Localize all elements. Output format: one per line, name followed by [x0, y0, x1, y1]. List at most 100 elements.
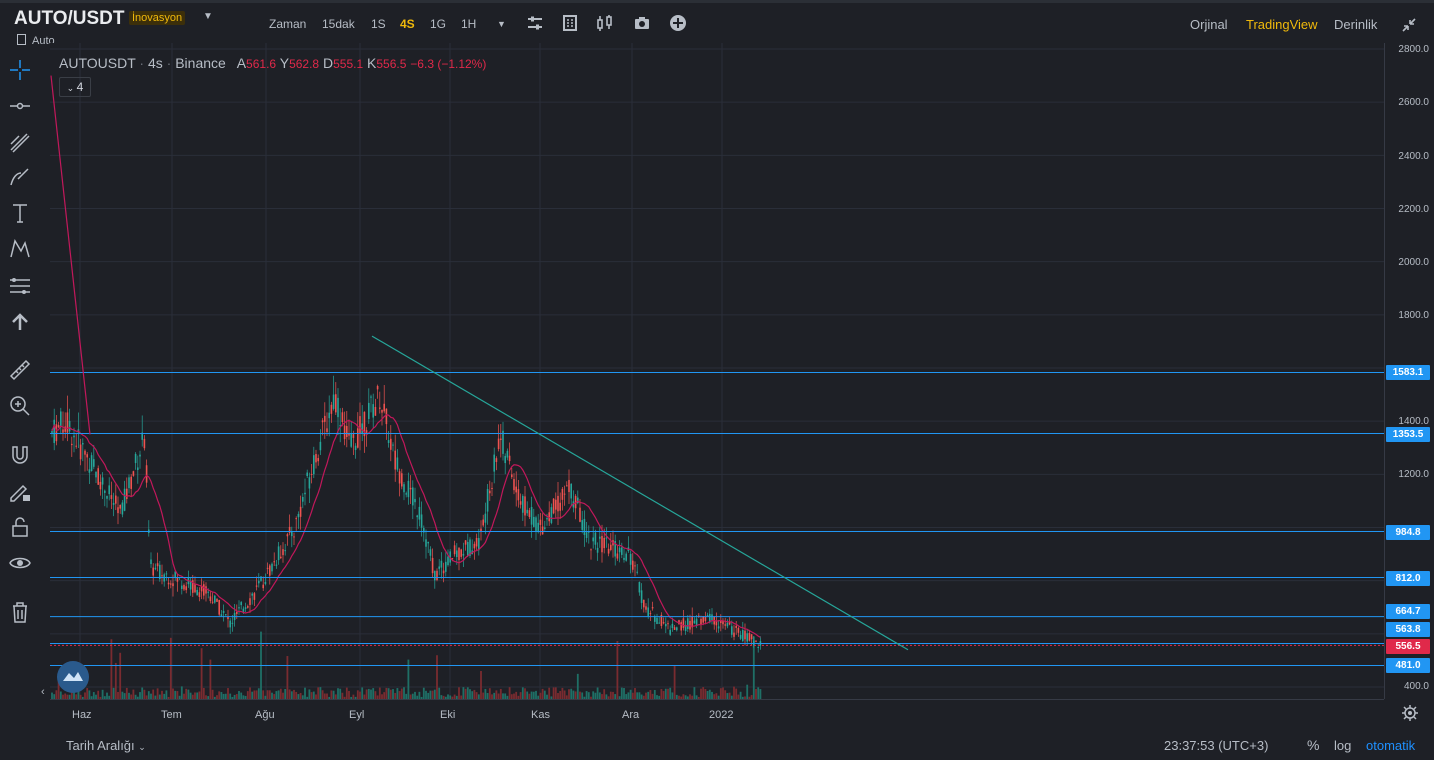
candle-body: [632, 560, 634, 570]
gear-icon[interactable]: [1401, 704, 1419, 722]
pair-title[interactable]: AUTO/USDT: [14, 8, 125, 29]
candle-body: [231, 622, 234, 624]
candle-body: [669, 629, 671, 635]
candle-body: [277, 546, 280, 561]
chevron-down-icon[interactable]: ▼: [203, 11, 213, 22]
volume-bar: [392, 689, 394, 699]
price-chart[interactable]: [50, 43, 1384, 699]
candle-body: [658, 622, 660, 624]
eye-icon[interactable]: [8, 551, 32, 575]
tab-tradingview[interactable]: TradingView: [1246, 17, 1318, 32]
candle-body: [363, 411, 366, 437]
volume-bar: [722, 687, 724, 699]
tab-orjinal[interactable]: Orjinal: [1190, 17, 1228, 32]
add-icon[interactable]: [669, 14, 687, 32]
timeframe-1s[interactable]: 1S: [371, 17, 386, 31]
time-tick: Kas: [531, 709, 550, 721]
volume-bar: [211, 689, 214, 699]
arrow-up-icon[interactable]: [8, 310, 32, 334]
candle-body: [282, 549, 284, 556]
moving-average-early: [50, 75, 91, 435]
price-tick: 1400.0: [1398, 416, 1429, 427]
camera-icon[interactable]: [633, 14, 651, 32]
crosshair-icon[interactable]: [8, 58, 32, 82]
time-axis[interactable]: Haz Tem Ağu Eyl Eki Kas Ara 2022: [50, 699, 1384, 730]
candle-body: [491, 487, 493, 489]
volume-bar: [112, 687, 115, 699]
indicators-icon[interactable]: [596, 14, 614, 32]
candle-body: [691, 616, 693, 628]
volume-bar: [671, 692, 674, 699]
text-icon[interactable]: [8, 201, 32, 225]
volume-bar: [213, 696, 216, 699]
candle-body: [682, 618, 685, 628]
volume-bar: [198, 691, 201, 699]
timeframe-1h[interactable]: 1H: [461, 17, 477, 31]
candle-body: [354, 445, 357, 451]
candle-body: [249, 598, 251, 605]
indicator-count: 4: [76, 80, 84, 94]
date-range-button[interactable]: Tarih Aralığı ⌄: [66, 738, 146, 753]
volume-bar: [532, 691, 535, 699]
volume-bar: [407, 659, 410, 699]
timeframe-1g[interactable]: 1G: [430, 17, 447, 31]
zoom-icon[interactable]: [8, 394, 32, 418]
candle-body: [625, 553, 627, 561]
volume-bar: [680, 696, 683, 699]
tab-derinlik[interactable]: Derinlik: [1334, 17, 1378, 32]
volume-bar: [730, 695, 733, 699]
magnet-icon[interactable]: [8, 443, 32, 467]
pair-subtitle: Auto: [17, 34, 55, 47]
volume-bar: [757, 687, 760, 699]
coin-icon: [17, 34, 26, 45]
collapse-icon[interactable]: [1400, 16, 1418, 34]
volume-bar: [475, 692, 478, 699]
volume-bar: [645, 692, 647, 699]
auto-scale-button[interactable]: otomatik: [1366, 738, 1416, 753]
volume-bar: [442, 695, 445, 699]
volume-bar: [497, 693, 500, 699]
timeframe-more-icon[interactable]: ▼: [497, 19, 506, 29]
trash-icon[interactable]: [8, 600, 32, 624]
prediction-icon[interactable]: [8, 274, 32, 298]
unlock-icon[interactable]: [8, 515, 32, 539]
volume-bar: [286, 656, 289, 699]
volume-bar: [205, 695, 207, 699]
lock-drawing-icon[interactable]: [8, 479, 32, 503]
candle-body: [445, 561, 447, 572]
volume-bar: [136, 696, 139, 699]
candle-body: [665, 623, 667, 627]
timeframe-4s[interactable]: 4S: [400, 17, 415, 31]
percent-scale-button[interactable]: %: [1307, 737, 1320, 753]
volume-bar: [400, 688, 403, 699]
timeframe-15dak[interactable]: 15dak: [322, 17, 355, 31]
level-label: 812.0: [1386, 571, 1430, 586]
building-icon[interactable]: [561, 14, 579, 32]
candle-body: [436, 570, 438, 581]
candle-body: [748, 633, 751, 641]
clock[interactable]: 23:37:53 (UTC+3): [1164, 738, 1269, 753]
pitchfork-icon[interactable]: [8, 129, 32, 153]
ruler-icon[interactable]: [8, 358, 32, 382]
candle-body: [227, 616, 229, 620]
log-scale-button[interactable]: log: [1334, 738, 1352, 753]
pattern-icon[interactable]: [8, 237, 32, 261]
candle-body: [469, 539, 471, 556]
volume-bar: [616, 640, 619, 699]
horizontal-line-icon[interactable]: [8, 94, 32, 118]
volume-bar: [77, 689, 80, 699]
timeframe-zaman[interactable]: Zaman: [269, 17, 307, 31]
volume-bar: [354, 696, 357, 699]
volume-bar: [334, 694, 337, 699]
volume-bar: [266, 690, 269, 699]
candle-body: [218, 599, 220, 615]
brush-icon[interactable]: [8, 165, 32, 189]
candle-body: [583, 518, 586, 535]
settings-sliders-icon[interactable]: [526, 14, 544, 32]
price-axis[interactable]: 2800.0 2600.0 2400.0 2200.0 2000.0 1800.…: [1384, 43, 1434, 699]
chevron-left-icon[interactable]: ‹: [41, 686, 45, 698]
indicator-toggle[interactable]: ⌄ 4: [59, 77, 91, 97]
candle-body: [132, 471, 135, 476]
volume-bar: [356, 690, 359, 699]
candle-body: [735, 625, 737, 628]
